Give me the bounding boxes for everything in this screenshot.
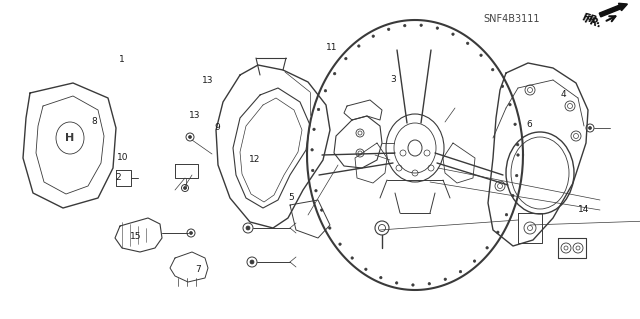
- Circle shape: [358, 45, 360, 47]
- Circle shape: [324, 90, 326, 92]
- Text: 13: 13: [189, 111, 201, 120]
- Text: 5: 5: [289, 193, 294, 202]
- Circle shape: [189, 232, 193, 234]
- Circle shape: [380, 277, 382, 279]
- Circle shape: [501, 85, 504, 87]
- Text: SNF4B3111: SNF4B3111: [484, 13, 540, 24]
- Circle shape: [387, 28, 390, 31]
- Circle shape: [351, 257, 353, 259]
- Circle shape: [511, 195, 514, 197]
- Circle shape: [404, 25, 406, 27]
- Text: 1: 1: [119, 56, 124, 64]
- Circle shape: [589, 127, 591, 130]
- Circle shape: [313, 128, 316, 130]
- Circle shape: [311, 149, 314, 151]
- Circle shape: [184, 187, 186, 189]
- Text: 12: 12: [249, 155, 260, 164]
- Text: 10: 10: [117, 153, 129, 162]
- Circle shape: [339, 243, 341, 245]
- Circle shape: [514, 123, 516, 125]
- Circle shape: [372, 35, 374, 37]
- Text: 11: 11: [326, 43, 337, 52]
- Circle shape: [345, 57, 347, 60]
- FancyArrow shape: [599, 3, 627, 17]
- Circle shape: [474, 260, 476, 262]
- Circle shape: [246, 226, 250, 230]
- Circle shape: [365, 268, 367, 271]
- Circle shape: [517, 154, 519, 156]
- Circle shape: [480, 54, 482, 56]
- Circle shape: [250, 260, 254, 264]
- Text: 8: 8: [92, 117, 97, 126]
- Circle shape: [436, 27, 438, 29]
- Text: H: H: [65, 133, 75, 143]
- Text: 7: 7: [196, 265, 201, 274]
- Circle shape: [509, 103, 511, 106]
- Text: 4: 4: [561, 90, 566, 99]
- Circle shape: [396, 282, 398, 284]
- Circle shape: [515, 174, 518, 177]
- Circle shape: [486, 247, 488, 249]
- Text: 15: 15: [130, 232, 141, 241]
- Circle shape: [328, 227, 331, 229]
- Text: 2: 2: [116, 173, 121, 182]
- Text: FR.: FR.: [583, 14, 604, 30]
- Circle shape: [321, 209, 323, 211]
- Circle shape: [420, 24, 422, 26]
- Circle shape: [333, 72, 336, 75]
- Circle shape: [312, 169, 314, 172]
- Text: 6: 6: [527, 120, 532, 129]
- Circle shape: [428, 283, 431, 285]
- Circle shape: [506, 213, 508, 216]
- Circle shape: [460, 271, 461, 273]
- Circle shape: [452, 33, 454, 35]
- Circle shape: [516, 144, 519, 146]
- Text: 14: 14: [578, 205, 589, 214]
- Circle shape: [317, 108, 320, 111]
- Circle shape: [189, 136, 191, 138]
- Text: FR.: FR.: [581, 13, 602, 27]
- Circle shape: [444, 278, 447, 280]
- Circle shape: [412, 284, 414, 286]
- Circle shape: [497, 231, 499, 234]
- Circle shape: [467, 42, 469, 44]
- Text: 13: 13: [202, 76, 214, 85]
- Circle shape: [492, 69, 494, 71]
- Text: 3: 3: [391, 75, 396, 84]
- Circle shape: [315, 189, 317, 192]
- Text: 9: 9: [215, 123, 220, 132]
